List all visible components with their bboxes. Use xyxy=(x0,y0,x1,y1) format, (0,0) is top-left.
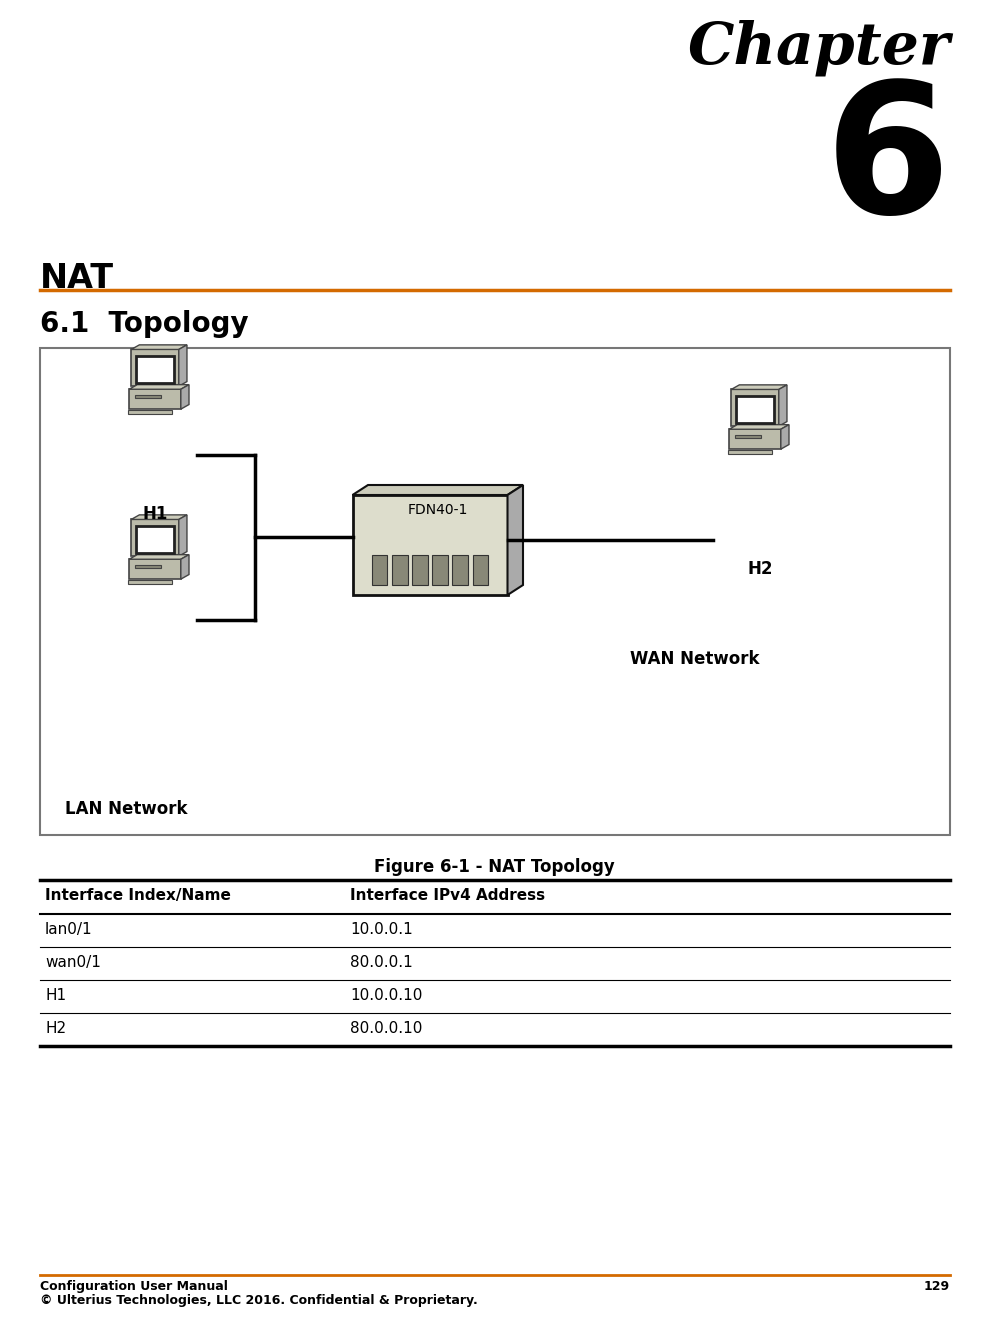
Bar xyxy=(40,348,950,836)
Text: wan0/1: wan0/1 xyxy=(45,956,101,970)
Text: Interface IPv4 Address: Interface IPv4 Address xyxy=(350,888,545,903)
Text: 129: 129 xyxy=(924,1280,950,1293)
Text: H2: H2 xyxy=(747,560,773,579)
Polygon shape xyxy=(781,424,789,449)
Bar xyxy=(412,555,428,585)
Text: LAN Network: LAN Network xyxy=(65,800,188,818)
Text: © Ulterius Technologies, LLC 2016. Confidential & Proprietary.: © Ulterius Technologies, LLC 2016. Confi… xyxy=(40,1294,478,1307)
Text: WAN Network: WAN Network xyxy=(630,650,760,668)
Bar xyxy=(136,526,174,552)
Polygon shape xyxy=(129,385,189,389)
Bar xyxy=(433,555,448,585)
Bar xyxy=(453,555,468,585)
Polygon shape xyxy=(353,485,523,496)
Polygon shape xyxy=(129,555,189,559)
Polygon shape xyxy=(179,345,187,386)
Bar xyxy=(129,559,181,579)
Polygon shape xyxy=(179,515,187,556)
Text: H1: H1 xyxy=(142,505,168,523)
Text: NAT: NAT xyxy=(40,262,114,295)
Bar xyxy=(728,449,772,453)
Text: Interface Index/Name: Interface Index/Name xyxy=(45,888,231,903)
Bar xyxy=(135,394,161,398)
Text: 80.0.0.1: 80.0.0.1 xyxy=(350,956,413,970)
Polygon shape xyxy=(729,424,789,430)
Bar xyxy=(735,435,761,438)
Polygon shape xyxy=(181,385,189,409)
Bar xyxy=(392,555,407,585)
Text: lan0/1: lan0/1 xyxy=(45,923,93,937)
Text: 6: 6 xyxy=(824,75,950,250)
Bar xyxy=(353,496,508,594)
Text: Configuration User Manual: Configuration User Manual xyxy=(40,1280,228,1293)
Bar xyxy=(127,410,172,414)
Bar xyxy=(371,555,387,585)
Bar xyxy=(135,564,161,568)
Polygon shape xyxy=(731,385,787,389)
Text: FDN40-1: FDN40-1 xyxy=(408,503,468,517)
Bar xyxy=(131,519,179,556)
Bar xyxy=(131,349,179,386)
Bar xyxy=(127,580,172,584)
Bar xyxy=(129,389,181,409)
Text: 10.0.0.10: 10.0.0.10 xyxy=(350,988,423,1003)
Bar xyxy=(472,555,488,585)
Text: 6.1  Topology: 6.1 Topology xyxy=(40,310,249,337)
Polygon shape xyxy=(131,515,187,519)
Bar xyxy=(731,389,779,426)
Polygon shape xyxy=(508,485,523,594)
Polygon shape xyxy=(779,385,787,426)
Bar xyxy=(729,430,781,449)
Text: Figure 6-1 - NAT Topology: Figure 6-1 - NAT Topology xyxy=(373,858,615,876)
Polygon shape xyxy=(131,345,187,349)
Polygon shape xyxy=(181,555,189,579)
Text: 80.0.0.10: 80.0.0.10 xyxy=(350,1021,423,1036)
Bar xyxy=(736,397,774,423)
Text: H1: H1 xyxy=(45,988,66,1003)
Bar xyxy=(136,356,174,382)
Text: H2: H2 xyxy=(45,1021,66,1036)
Text: 10.0.0.1: 10.0.0.1 xyxy=(350,923,413,937)
Text: Chapter: Chapter xyxy=(688,20,950,76)
